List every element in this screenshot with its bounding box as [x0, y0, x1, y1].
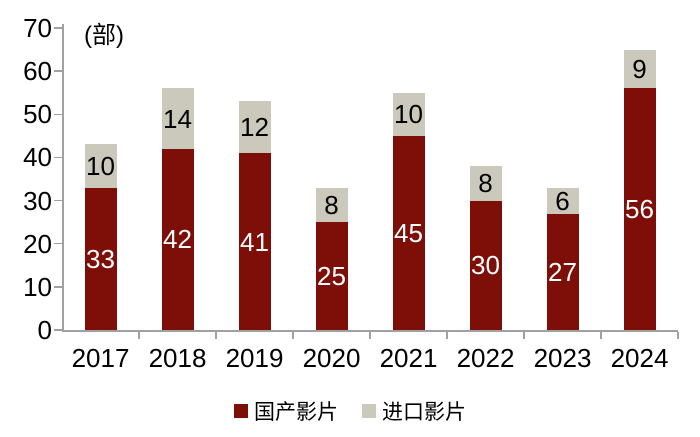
x-axis-label: 2020: [302, 343, 361, 373]
bar-segment-imported: 14: [161, 88, 194, 149]
y-tick-label: 60: [23, 56, 52, 87]
bar-value-label: 56: [625, 194, 654, 225]
x-axis-label: 2024: [610, 343, 669, 373]
bar-segment-domestic: 27: [546, 213, 579, 330]
legend-label-imported: 进口影片: [382, 401, 466, 424]
y-tick-label: 30: [23, 185, 52, 216]
bar-value-label: 10: [394, 99, 423, 130]
bar-segment-domestic: 56: [623, 88, 656, 330]
legend-swatch-imported: [362, 404, 376, 418]
bar-value-label: 25: [317, 261, 346, 292]
x-axis-label: 2019: [225, 343, 284, 373]
y-tick-label: 20: [23, 228, 52, 259]
y-tick-label: 40: [23, 142, 52, 173]
bar-segment-domestic: 41: [238, 153, 271, 330]
x-axis-label: 2021: [379, 343, 438, 373]
x-tick-mark: [138, 331, 140, 339]
y-tick-mark: [54, 329, 62, 331]
y-tick-label: 10: [23, 271, 52, 302]
bar-segment-imported: 10: [392, 92, 425, 136]
x-axis-label: 2023: [533, 343, 592, 373]
y-tick-mark: [54, 242, 62, 245]
x-tick-mark: [292, 331, 294, 339]
bar-value-label: 27: [548, 256, 577, 287]
legend-swatch-domestic: [234, 404, 248, 418]
bar-segment-domestic: 25: [315, 222, 348, 330]
bar-segment-imported: 8: [469, 166, 502, 201]
y-tick-mark: [54, 113, 62, 116]
y-tick-mark: [54, 286, 62, 288]
x-tick-mark: [446, 331, 448, 339]
x-axis-label: 2017: [71, 343, 130, 373]
legend-label-domestic: 国产影片: [254, 401, 338, 424]
y-tick-label: 50: [23, 99, 52, 130]
x-tick-mark: [215, 331, 217, 339]
bar-segment-domestic: 42: [161, 148, 194, 330]
bar-value-label: 6: [555, 185, 570, 216]
y-axis-unit-label: (部): [84, 22, 124, 49]
bar-value-label: 12: [240, 112, 269, 143]
bar-value-label: 14: [163, 103, 192, 134]
x-tick-mark: [677, 331, 679, 339]
bar-value-label: 42: [163, 224, 192, 255]
y-tick-label: 70: [23, 13, 52, 43]
bar-segment-domestic: 33: [84, 187, 117, 330]
x-axis-label: 2018: [148, 343, 207, 373]
y-tick-label: 0: [37, 315, 52, 345]
bar-value-label: 45: [394, 217, 423, 248]
y-tick-mark: [54, 70, 62, 72]
y-tick-mark: [54, 27, 62, 29]
x-tick-mark: [600, 331, 602, 339]
bar-value-label: 8: [324, 189, 339, 220]
x-tick-mark: [369, 331, 371, 339]
bar-value-label: 9: [632, 53, 647, 84]
x-axis-label: 2022: [456, 343, 515, 373]
bar-segment-domestic: 45: [392, 135, 425, 330]
x-axis-line: [62, 330, 678, 332]
bar-segment-imported: 9: [623, 49, 656, 89]
y-tick-mark: [54, 199, 62, 202]
bar-value-label: 30: [471, 250, 500, 281]
bar-segment-domestic: 30: [469, 200, 502, 330]
bar-value-label: 10: [86, 151, 115, 182]
bar-value-label: 33: [86, 243, 115, 274]
bar-segment-imported: 10: [84, 144, 117, 188]
y-axis-line: [62, 24, 64, 332]
bar-segment-imported: 6: [546, 185, 579, 216]
bar-segment-imported: 8: [315, 187, 348, 223]
bar-value-label: 8: [478, 168, 493, 199]
chart-legend: 国产影片 进口影片: [0, 396, 700, 426]
bar-segment-imported: 12: [238, 101, 271, 154]
legend-item-domestic: 国产影片: [234, 396, 338, 426]
x-tick-mark: [523, 331, 525, 339]
bar-value-label: 41: [240, 226, 269, 257]
legend-item-imported: 进口影片: [362, 396, 466, 426]
y-tick-mark: [54, 156, 62, 159]
